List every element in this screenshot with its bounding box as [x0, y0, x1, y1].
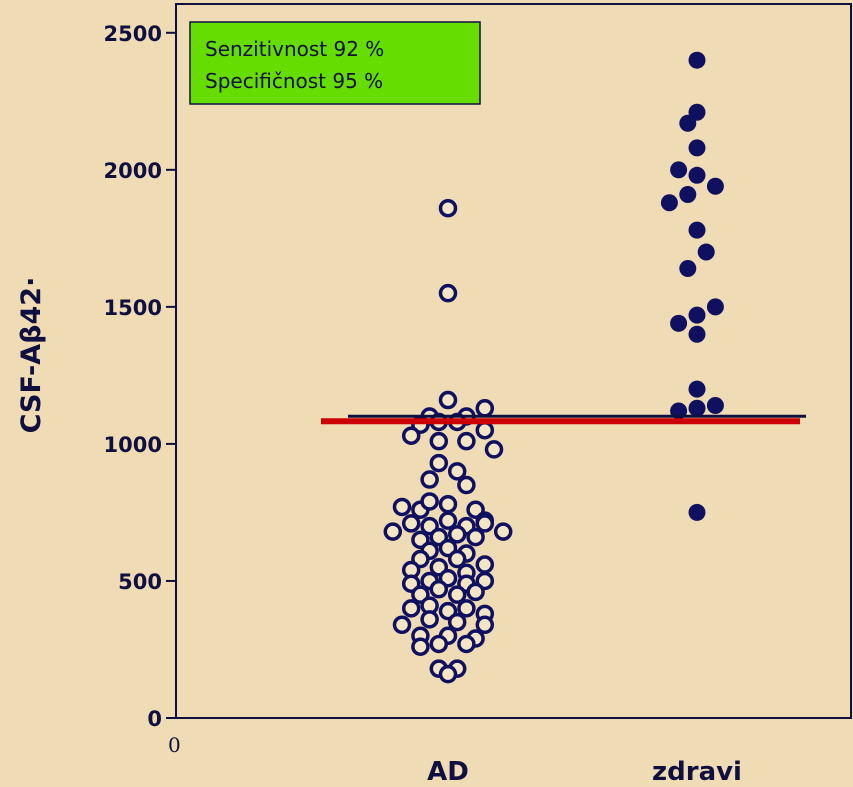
data-point-ad	[438, 390, 458, 410]
annotation-line: Senzitivnost 92 %	[205, 37, 384, 61]
data-point-zdravi	[688, 221, 706, 239]
data-point-ad	[475, 615, 495, 635]
data-point-ad	[420, 610, 439, 629]
data-point-zdravi	[688, 380, 706, 398]
data-point-ad	[438, 664, 458, 684]
y-tick-label: 2500	[104, 22, 162, 46]
data-point-ad	[392, 615, 412, 635]
data-point-zdravi	[706, 177, 724, 195]
data-point-zdravi	[688, 503, 706, 521]
data-point-zdravi	[706, 397, 724, 415]
cutoff-lines	[321, 414, 806, 425]
data-point-ad	[447, 549, 467, 569]
data-point-ad	[429, 579, 449, 599]
data-point-ad	[429, 634, 449, 654]
data-point-ad	[438, 283, 458, 303]
data-point-ad	[392, 497, 412, 517]
annotation-line: Specifičnost 95 %	[205, 69, 383, 93]
data-point-zdravi	[688, 139, 706, 157]
data-points	[383, 51, 724, 684]
data-point-ad	[457, 634, 476, 654]
x-axis-labels: AD zdravi	[427, 757, 742, 787]
data-point-ad	[401, 599, 421, 618]
x-category-label: AD	[427, 757, 469, 787]
plot-border	[175, 3, 852, 719]
data-point-ad	[438, 511, 458, 530]
data-point-ad	[475, 514, 495, 533]
data-point-ad	[411, 637, 430, 656]
data-point-zdravi	[688, 325, 706, 343]
data-point-ad	[475, 420, 495, 440]
x-category-label: zdravi	[652, 757, 742, 787]
data-point-ad	[493, 522, 513, 541]
data-point-zdravi	[697, 243, 715, 261]
data-point-zdravi	[688, 51, 706, 69]
data-point-ad	[466, 582, 485, 602]
y-tick-label: 2000	[104, 159, 162, 183]
annotation-box: Senzitivnost 92 % Specifičnost 95 %	[189, 21, 481, 105]
data-point-ad	[401, 426, 421, 445]
data-point-ad	[457, 599, 476, 618]
data-point-zdravi	[679, 259, 697, 277]
data-point-ad	[457, 475, 476, 495]
data-point-zdravi	[679, 185, 697, 203]
data-point-ad	[438, 494, 458, 514]
data-point-ad	[429, 431, 449, 451]
data-point-ad	[457, 431, 476, 451]
data-point-ad	[447, 585, 467, 604]
data-point-ad	[447, 462, 467, 481]
data-point-zdravi	[688, 166, 706, 184]
data-point-zdravi	[660, 194, 678, 212]
origin-label: 0	[168, 733, 181, 757]
y-tick-label: 0	[147, 707, 162, 731]
data-point-ad	[429, 453, 449, 473]
data-point-zdravi	[706, 298, 724, 316]
y-tick-label: 500	[118, 570, 162, 594]
data-point-ad	[447, 612, 467, 632]
data-point-ad	[475, 555, 495, 574]
data-point-zdravi	[670, 314, 688, 332]
data-point-ad	[420, 492, 439, 511]
data-point-zdravi	[688, 306, 706, 324]
data-point-ad	[383, 522, 403, 541]
y-tick-label: 1500	[104, 296, 162, 320]
data-point-ad	[420, 470, 439, 489]
y-axis: 0 500 1000 1500 2000 2500	[104, 22, 176, 731]
y-tick-label: 1000	[104, 433, 162, 457]
data-point-ad	[484, 440, 504, 459]
data-point-zdravi	[688, 399, 706, 417]
data-point-ad	[475, 399, 495, 418]
data-point-ad	[447, 525, 467, 544]
data-point-zdravi	[670, 161, 688, 179]
data-point-ad	[438, 198, 458, 218]
data-point-zdravi	[679, 114, 697, 132]
data-point-ad	[466, 527, 485, 547]
data-point-ad	[401, 514, 421, 533]
annotation-box-bg	[189, 21, 481, 105]
plot-frame	[175, 3, 852, 719]
y-axis-title: CSF-Aβ42·	[16, 277, 47, 434]
